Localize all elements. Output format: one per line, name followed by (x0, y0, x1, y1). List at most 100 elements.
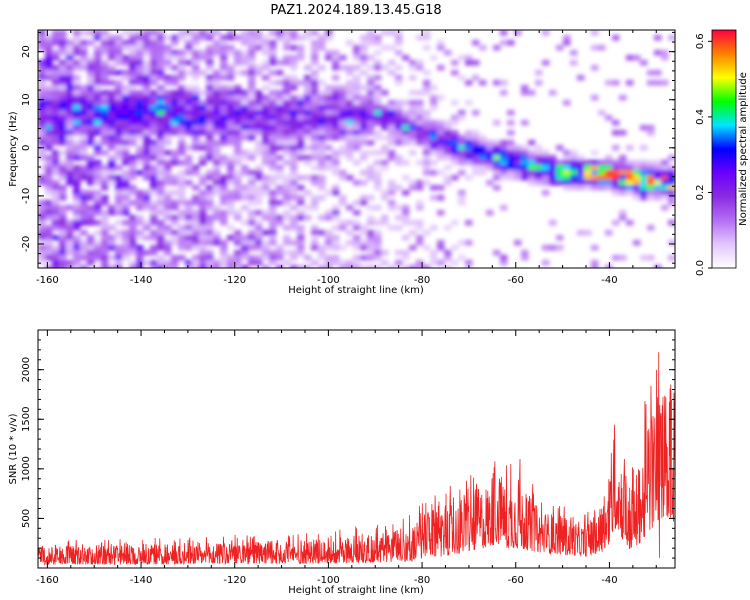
spectrogram-cell (73, 205, 81, 211)
spectrogram-cell (500, 160, 508, 166)
spectrogram-cell (325, 35, 333, 41)
spectrogram-cell (654, 170, 662, 176)
spectrogram-cell (101, 200, 109, 206)
spectrogram-cell (150, 170, 158, 176)
spectrogram-cell (528, 180, 536, 186)
spectrogram-cell (101, 140, 109, 146)
spectrogram-cell (311, 165, 319, 171)
spectrogram-cell (409, 110, 417, 116)
spectrogram-cell (206, 230, 214, 236)
spectrogram-cell (206, 95, 214, 101)
spectrogram-cell (129, 95, 137, 101)
spectrogram-cell (290, 250, 298, 256)
spectrogram-cell (206, 130, 214, 136)
spectrogram-cell (402, 135, 410, 141)
spectrogram-cell (542, 170, 550, 176)
spectrogram-cell (332, 115, 340, 121)
spectrogram-cell (430, 100, 438, 106)
spectrogram-cell (87, 190, 95, 196)
spectrogram-cell (619, 170, 627, 176)
spectrogram-cell (192, 185, 200, 191)
spectrogram-cell (185, 180, 193, 186)
spectrogram-cell (248, 100, 256, 106)
spectrogram-cell (73, 110, 81, 116)
spectrogram-cell (248, 200, 256, 206)
spectrogram-cell (297, 240, 305, 246)
spectrogram-cell (192, 75, 200, 81)
spectrogram-cell (374, 120, 382, 126)
spectrogram-cell (38, 75, 46, 81)
spectrogram-cell (164, 190, 172, 196)
spectrogram-cell (115, 175, 123, 181)
spectrogram-cell (423, 145, 431, 151)
spectrogram-cell (220, 125, 228, 131)
spectrogram-cell (437, 145, 445, 151)
spectrogram-cell (73, 185, 81, 191)
spectrogram-cell (353, 90, 361, 96)
spectrogram-cell (94, 105, 102, 111)
spectrogram-cell (318, 215, 326, 221)
spectrogram-cell (213, 180, 221, 186)
spectrogram-cell (640, 160, 648, 166)
spectrogram-cell (241, 120, 249, 126)
spectrogram-cell (241, 220, 249, 226)
spectrogram-cell (633, 55, 641, 61)
spectrogram-cell (94, 95, 102, 101)
spectrogram-cell (409, 105, 417, 111)
spectrogram-cell (45, 165, 53, 171)
spectrogram-cell (38, 175, 46, 181)
spectrogram-cell (59, 250, 67, 256)
spectrogram-cell (108, 100, 116, 106)
spectrogram-cell (143, 155, 151, 161)
spectrogram-cell (332, 50, 340, 56)
spectrogram-cell (38, 245, 46, 251)
spectrogram-cell (122, 30, 130, 36)
spectrogram-cell (164, 265, 172, 268)
spectrogram-cell (164, 200, 172, 206)
spectrogram-cell (402, 55, 410, 61)
spectrogram-cell (430, 150, 438, 156)
spectrogram-cell (514, 145, 522, 151)
spectrogram-cell (332, 240, 340, 246)
spectrogram-cell (157, 125, 165, 131)
spectrogram-cell (395, 65, 403, 71)
spectrogram-cell (220, 210, 228, 216)
spectrogram-cell (318, 175, 326, 181)
spectrogram-cell (276, 200, 284, 206)
spectrogram-cell (311, 205, 319, 211)
spectrogram-cell (164, 65, 172, 71)
spectrogram-cell (633, 170, 641, 176)
spectrogram-cell (367, 230, 375, 236)
spectrogram-cell (220, 135, 228, 141)
spectrogram-cell (87, 135, 95, 141)
spectrogram-cell (388, 150, 396, 156)
spectrogram-cell (318, 180, 326, 186)
spectrogram-cell (87, 110, 95, 116)
spectrogram-cell (402, 120, 410, 126)
spectrogram-cell (605, 180, 613, 186)
spectrogram-cell (325, 255, 333, 261)
spectrogram-cell (339, 95, 347, 101)
spectrogram-cell (87, 120, 95, 126)
colorbar: 0.00.20.40.6 Normalized spectral amplitu… (695, 29, 749, 276)
spectrogram-cell (640, 165, 648, 171)
spectrogram-cell (339, 265, 347, 268)
spectrogram-cell (388, 70, 396, 76)
spectrogram-cell (563, 155, 571, 161)
spectrogram-cell (178, 145, 186, 151)
spectrogram-cell (192, 145, 200, 151)
spectrogram-cell (213, 140, 221, 146)
spectrogram-cell (269, 50, 277, 56)
spectrogram-cell (444, 265, 452, 268)
spectrogram-cell (640, 175, 648, 181)
spectrogram-cell (143, 80, 151, 86)
spectrogram-cell (472, 140, 480, 146)
spectrogram-cell (157, 230, 165, 236)
spectrogram-cell (423, 155, 431, 161)
spectrogram-cell (283, 160, 291, 166)
spectrogram-cell (556, 180, 564, 186)
spectrogram-cell (122, 125, 130, 131)
spectrogram-cell (283, 185, 291, 191)
spectrogram-cell (318, 145, 326, 151)
spectrogram-cell (409, 180, 417, 186)
